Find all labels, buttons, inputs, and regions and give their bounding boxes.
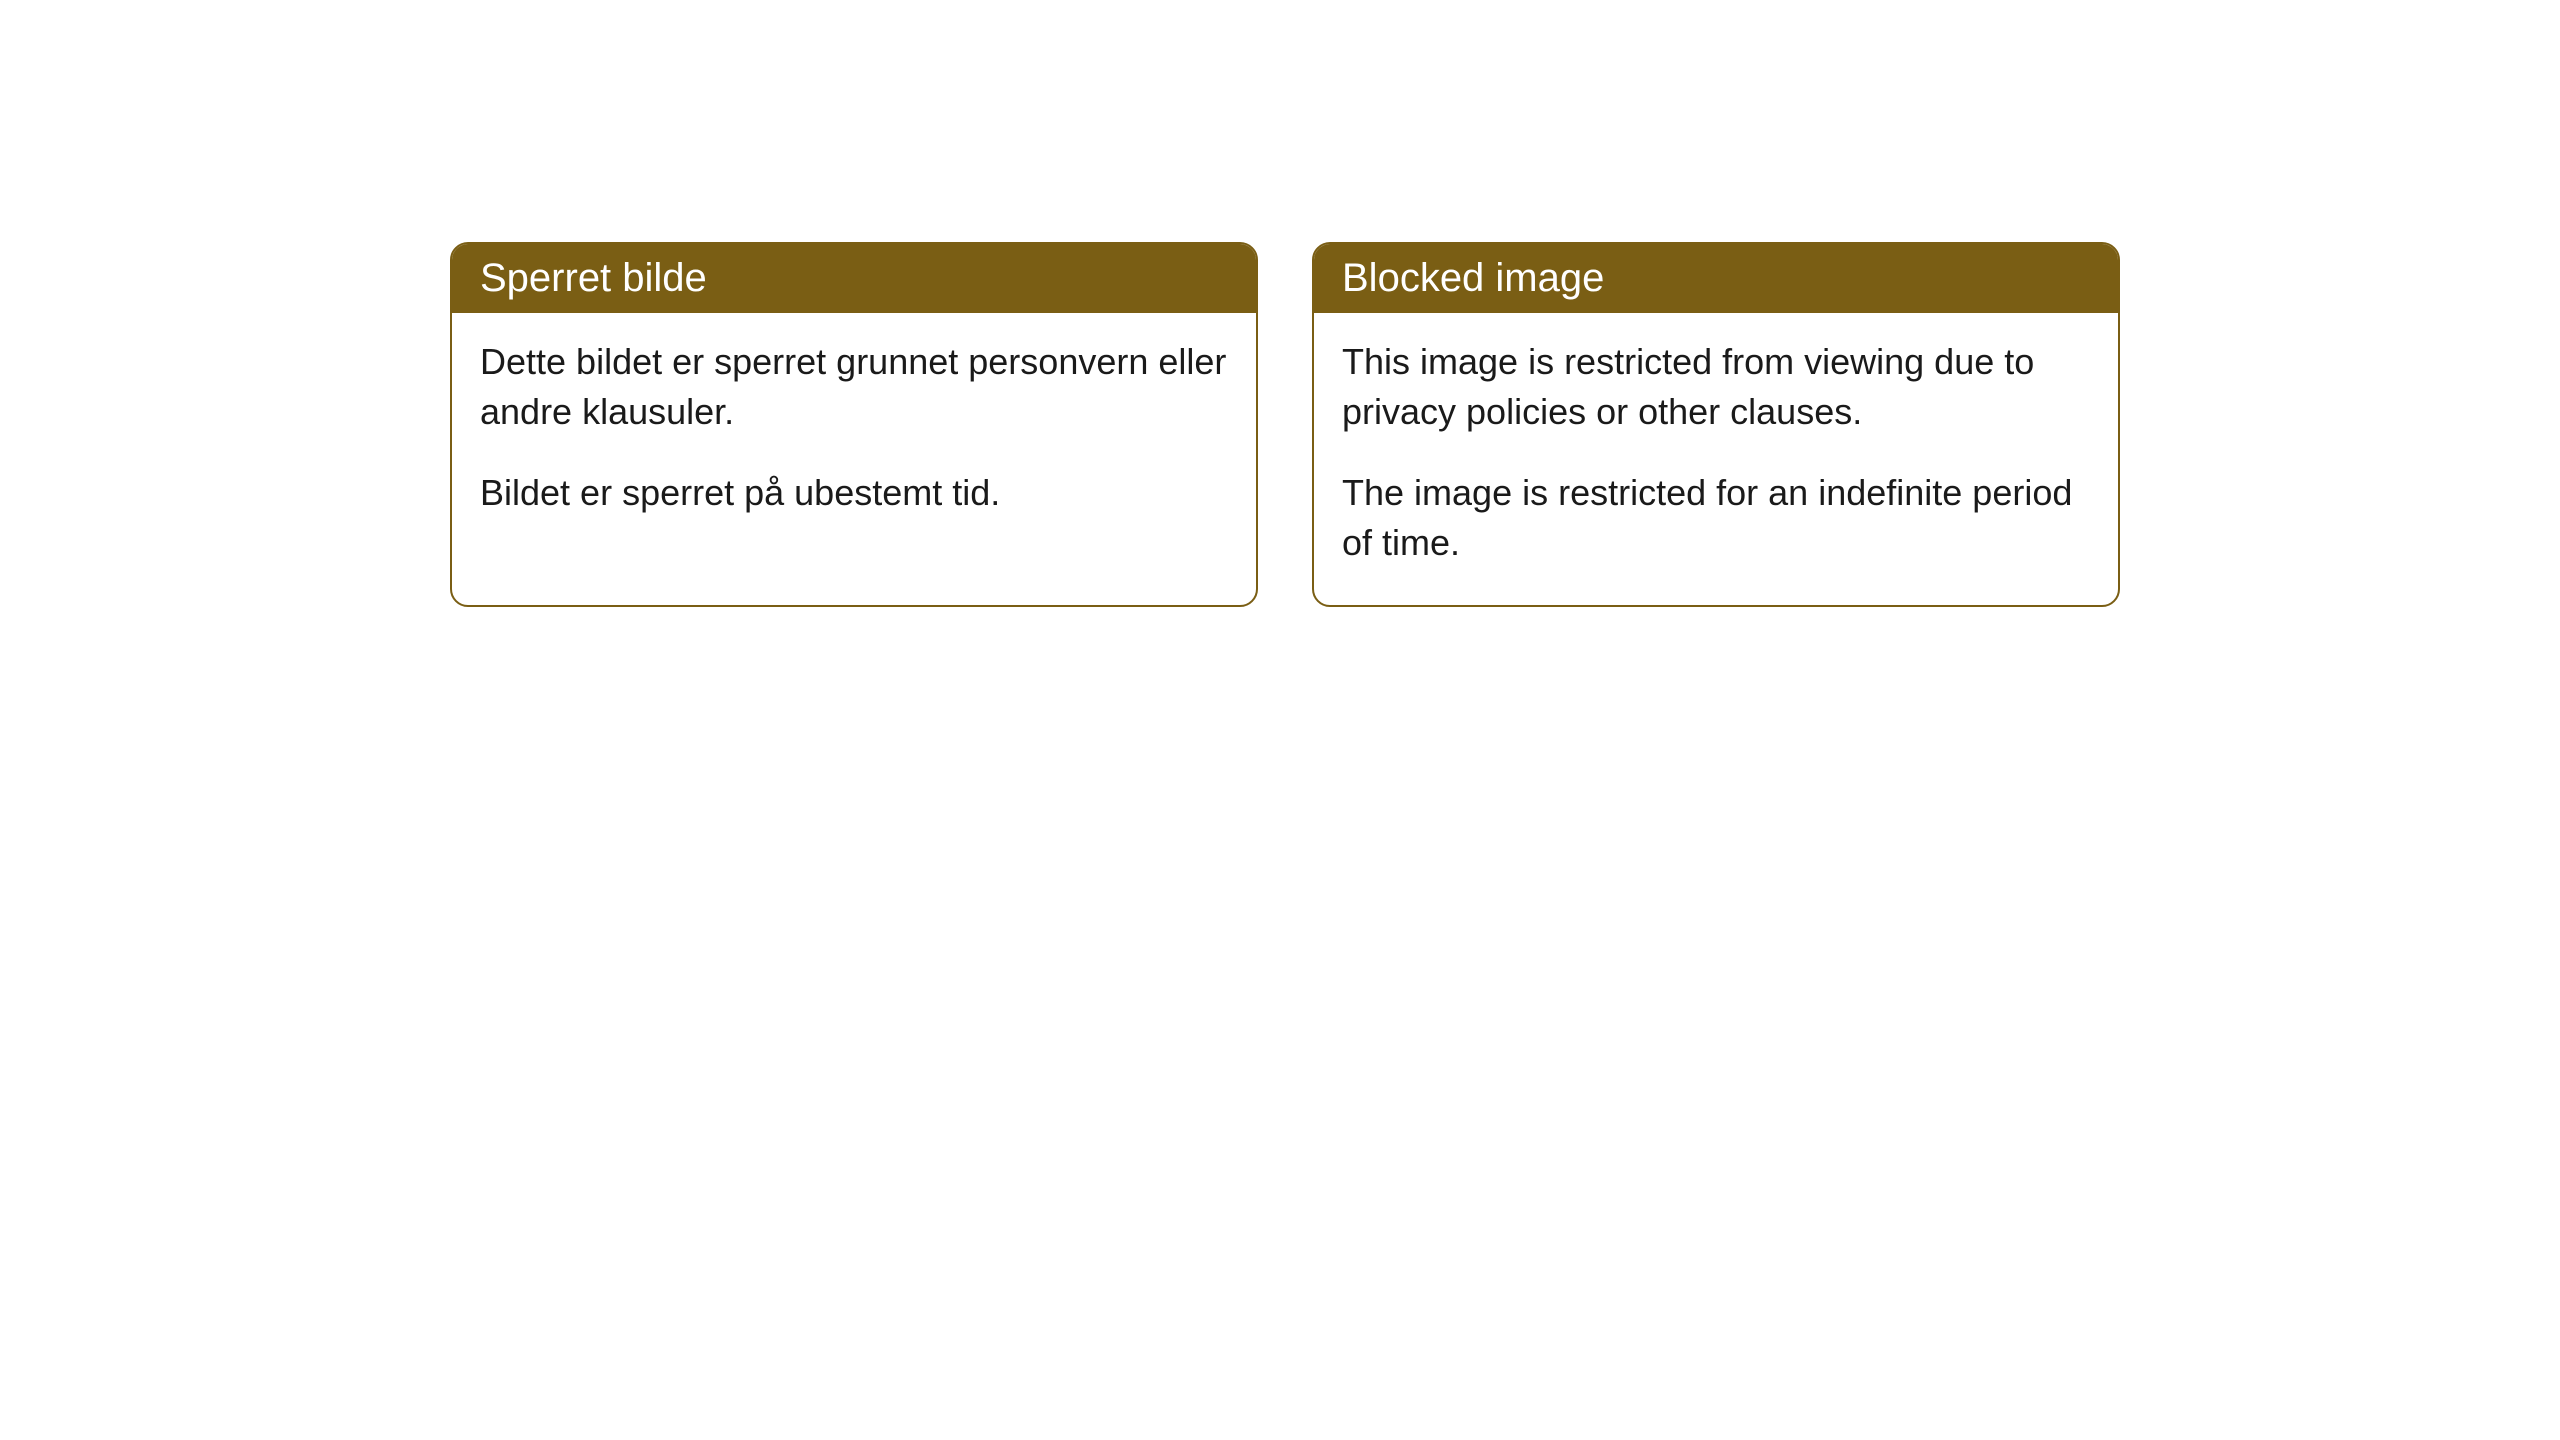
card-paragraph: This image is restricted from viewing du… bbox=[1342, 337, 2090, 438]
card-body-english: This image is restricted from viewing du… bbox=[1314, 313, 2118, 605]
card-header-norwegian: Sperret bilde bbox=[452, 244, 1256, 313]
card-body-norwegian: Dette bildet er sperret grunnet personve… bbox=[452, 313, 1256, 554]
blocked-image-card-norwegian: Sperret bilde Dette bildet er sperret gr… bbox=[450, 242, 1258, 607]
notice-cards-container: Sperret bilde Dette bildet er sperret gr… bbox=[450, 242, 2120, 607]
card-paragraph: The image is restricted for an indefinit… bbox=[1342, 468, 2090, 569]
card-paragraph: Dette bildet er sperret grunnet personve… bbox=[480, 337, 1228, 438]
card-paragraph: Bildet er sperret på ubestemt tid. bbox=[480, 468, 1228, 518]
blocked-image-card-english: Blocked image This image is restricted f… bbox=[1312, 242, 2120, 607]
card-header-english: Blocked image bbox=[1314, 244, 2118, 313]
